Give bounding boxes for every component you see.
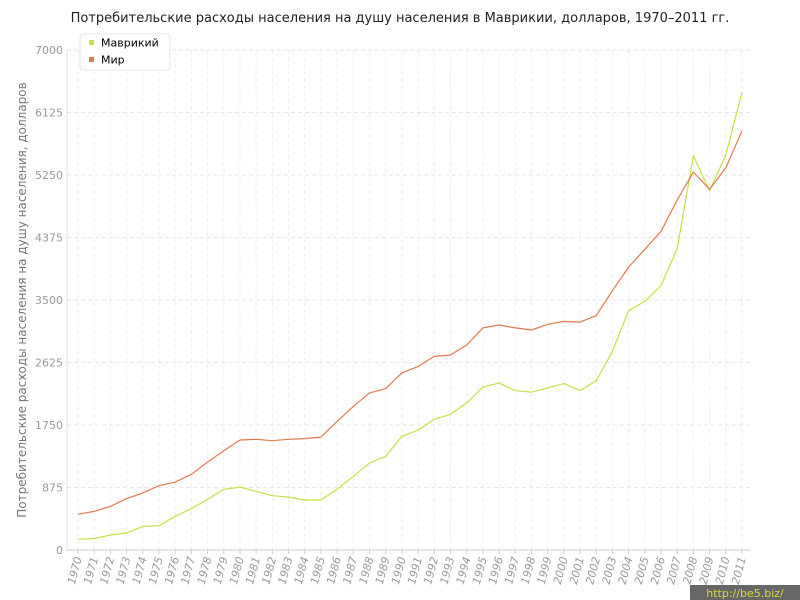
legend-swatch-mauritius bbox=[89, 40, 94, 45]
y-tick-label: 6125 bbox=[35, 107, 63, 120]
y-tick-label: 7000 bbox=[35, 44, 63, 57]
y-tick-label: 0 bbox=[56, 544, 63, 557]
watermark[interactable]: http://be5.biz/ bbox=[690, 585, 800, 600]
x-tick-labels: 1970197119721973197419751976197719781979… bbox=[65, 555, 749, 585]
y-tick-label: 4375 bbox=[35, 232, 63, 245]
watermark-link[interactable]: http://be5.biz/ bbox=[706, 587, 784, 600]
watermark-background bbox=[690, 585, 800, 600]
y-tick-labels: 0 875 1750 2625 3500 4375 5250 6125 7000 bbox=[35, 44, 63, 557]
series-line-world bbox=[77, 130, 743, 515]
chart-title: Потребительские расходы населения на душ… bbox=[71, 11, 730, 26]
y-tick-label: 875 bbox=[42, 482, 63, 495]
y-tick-label: 3500 bbox=[35, 294, 63, 307]
legend: Маврикий Мир bbox=[79, 33, 171, 71]
legend-label-mauritius: Маврикий bbox=[101, 37, 159, 50]
series-line-mauritius bbox=[77, 91, 743, 540]
grid bbox=[67, 49, 750, 550]
legend-swatch-world bbox=[89, 57, 94, 62]
y-axis-label: Потребительские расходы населения на душ… bbox=[15, 82, 29, 517]
y-tick-label: 5250 bbox=[35, 169, 63, 182]
legend-box bbox=[79, 33, 171, 71]
y-tick-label: 2625 bbox=[35, 357, 63, 370]
legend-label-world: Мир bbox=[101, 54, 125, 67]
y-tick-label: 1750 bbox=[35, 419, 63, 432]
series-lines bbox=[77, 91, 743, 540]
axes bbox=[66, 50, 750, 554]
